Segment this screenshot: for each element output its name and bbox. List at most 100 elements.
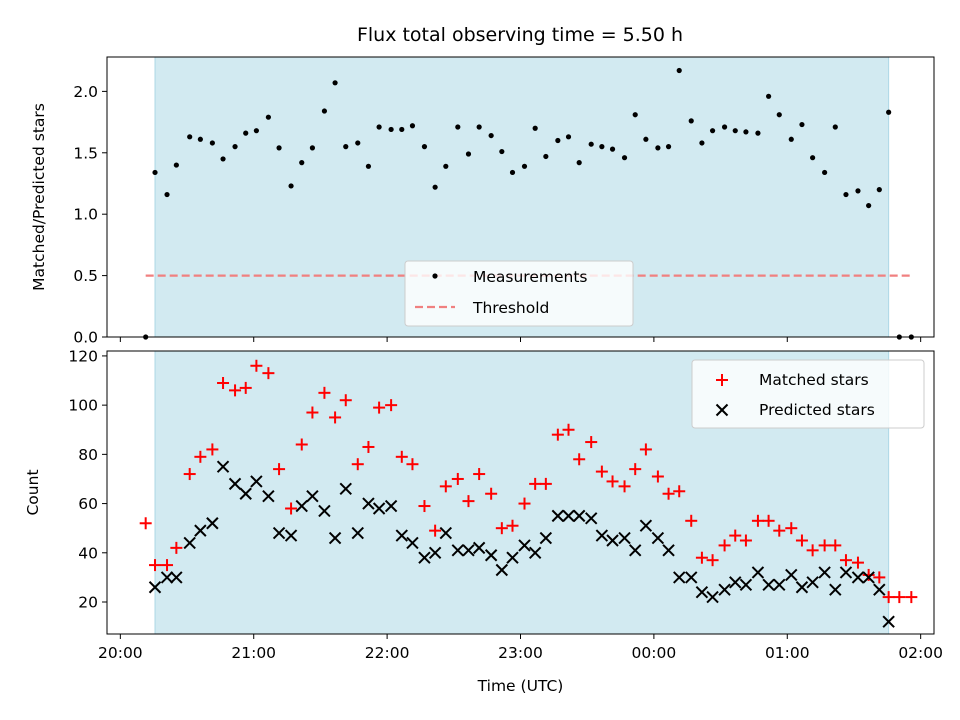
- predicted-star-point: [806, 576, 819, 589]
- measurement-point: [220, 156, 226, 162]
- matched-star-point: [217, 376, 230, 389]
- measurement-point: [532, 125, 538, 131]
- cross-stroke: [873, 583, 886, 596]
- bottom-y-tick-label: 80: [78, 446, 98, 464]
- measurement-point: [565, 134, 572, 140]
- measurement-point: [299, 160, 305, 166]
- matched-star-point: [718, 539, 731, 552]
- matched-star-point: [462, 495, 475, 508]
- predicted-star-point: [318, 504, 331, 518]
- cross-stroke: [551, 509, 565, 523]
- matched-star-point: [862, 568, 875, 581]
- predicted-star-point: [406, 536, 419, 550]
- measurement-point: [276, 145, 282, 151]
- measurement-point: [832, 124, 838, 130]
- predicted-star-point: [339, 482, 352, 496]
- x-tick-label: 00:00: [632, 644, 677, 662]
- predicted-star-point: [462, 544, 475, 557]
- matched-star-point: [149, 559, 162, 572]
- predicted-star-point: [384, 499, 398, 513]
- cross-stroke: [406, 536, 419, 550]
- predicted-star-point: [851, 571, 865, 584]
- predicted-star-point: [729, 576, 742, 589]
- predicted-star-point: [639, 519, 653, 532]
- matched-star-point: [206, 443, 219, 456]
- legend-matched-marker: [716, 374, 728, 386]
- predicted-star-point: [518, 539, 531, 552]
- cross-stroke: [706, 590, 719, 604]
- cross-stroke: [206, 517, 219, 530]
- matched-star-point: [773, 524, 786, 537]
- predicted-star-point: [484, 549, 498, 562]
- measurement-point: [822, 169, 828, 176]
- top-legend-box: [404, 260, 634, 327]
- measurement-point: [288, 183, 294, 189]
- predicted-star-point: [272, 526, 286, 540]
- bottom-x-ticks: 20:00 21:00 22:00 23:00 00:00 01:00 02:00: [98, 634, 943, 662]
- predicted-star-point: [228, 477, 242, 491]
- cross-stroke: [418, 551, 431, 564]
- legend-predicted-marker: [715, 403, 729, 417]
- bottom-y-tick-label: 40: [78, 544, 98, 562]
- cross-stroke: [862, 571, 875, 584]
- cross-stroke: [718, 583, 731, 596]
- legend-threshold-label: Threshold: [472, 299, 549, 317]
- measurement-point: [152, 169, 158, 176]
- matched-star-point: [806, 544, 819, 557]
- matched-star-point: [739, 534, 752, 547]
- matched-star-points: [139, 359, 918, 604]
- matched-star-point: [873, 571, 886, 584]
- predicted-star-point: [785, 568, 798, 582]
- predicted-star-point: [160, 571, 174, 584]
- matched-star-point: [473, 468, 486, 481]
- matched-star-point: [329, 411, 342, 424]
- matched-star-point: [893, 591, 906, 604]
- measurement-point: [443, 163, 449, 169]
- predicted-star-point: [372, 502, 386, 515]
- matched-star-point: [662, 487, 675, 500]
- x-axis-label: Time (UTC): [477, 677, 564, 695]
- cross-stroke: [239, 487, 252, 500]
- matched-star-point: [762, 514, 775, 527]
- predicted-star-point: [395, 529, 408, 542]
- measurement-point: [743, 129, 749, 135]
- measurement-point: [843, 191, 849, 198]
- cross-stroke: [651, 531, 665, 545]
- cross-stroke: [673, 571, 686, 584]
- matched-star-point: [562, 423, 575, 436]
- cross-stroke: [148, 581, 162, 594]
- matched-star-point: [139, 517, 152, 530]
- cross-stroke: [539, 531, 553, 545]
- chart-title: Flux total observing time = 5.50 h: [357, 24, 683, 46]
- matched-star-point: [229, 384, 242, 397]
- cross-stroke: [729, 576, 742, 589]
- measurement-points: [143, 67, 914, 340]
- cross-stroke: [595, 529, 609, 542]
- predicted-star-point: [216, 460, 230, 473]
- measurement-point: [688, 118, 694, 124]
- predicted-star-point: [818, 566, 831, 579]
- top-legend: Measurements Threshold: [404, 260, 634, 327]
- predicted-star-point: [284, 529, 298, 542]
- predicted-star-point: [551, 509, 565, 523]
- matched-star-point: [729, 529, 742, 542]
- predicted-star-point: [528, 546, 542, 559]
- measurement-point: [509, 169, 516, 176]
- cross-stroke: [806, 576, 819, 589]
- cross-stroke: [439, 526, 453, 540]
- predicted-star-point: [829, 583, 842, 596]
- top-y-ticks: 0.0 0.5 1.0 1.5 2.0: [73, 83, 107, 347]
- bottom-y-tick-label: 120: [68, 347, 98, 365]
- cross-stroke: [318, 504, 331, 518]
- matched-star-point: [629, 463, 642, 476]
- measurement-point: [799, 121, 805, 128]
- cross-stroke: [272, 526, 286, 540]
- measurement-point: [886, 109, 892, 115]
- measurement-point: [499, 148, 505, 155]
- matched-star-point: [695, 551, 708, 564]
- x-tick-label: 23:00: [498, 644, 543, 662]
- matched-star-point: [551, 428, 564, 441]
- cross-stroke: [618, 531, 631, 545]
- predicted-star-point: [629, 544, 642, 557]
- measurement-point: [576, 160, 582, 166]
